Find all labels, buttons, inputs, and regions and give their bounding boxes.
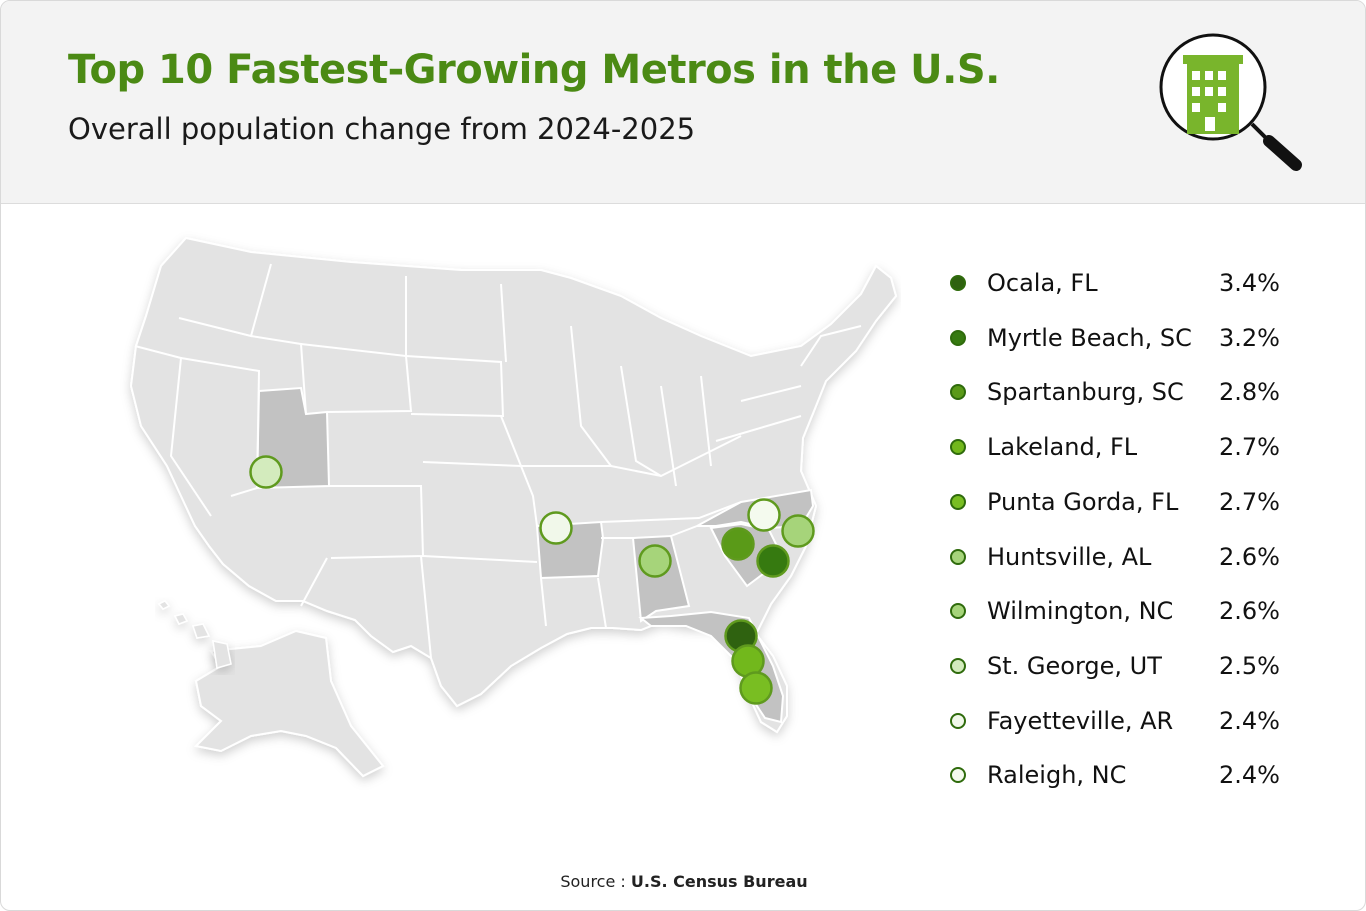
- legend-metro-name: Spartanburg, SC: [987, 378, 1184, 407]
- source-note: Source : U.S. Census Bureau: [1, 872, 1365, 891]
- legend-metro-value: 2.6%: [1219, 542, 1280, 571]
- legend-metro-value: 2.4%: [1219, 706, 1280, 735]
- source-name: U.S. Census Bureau: [630, 872, 808, 891]
- legend-swatch: [950, 275, 966, 291]
- legend-metro-value: 2.4%: [1219, 761, 1280, 790]
- state-florida: [638, 610, 785, 724]
- legend-metro-name: Myrtle Beach, SC: [987, 323, 1192, 352]
- legend-swatch: [950, 493, 966, 510]
- legend-metro-value: 2.6%: [1219, 597, 1280, 626]
- legend-metro-name: Punta Gorda, FL: [987, 487, 1179, 516]
- source-prefix: Source :: [560, 872, 631, 891]
- legend-item: Ocala, FL 3.4%: [947, 269, 1287, 309]
- legend-item: Huntsville, AL 2.6%: [947, 543, 1287, 583]
- alaska-shape: [193, 629, 385, 778]
- legend-swatch: [950, 384, 966, 401]
- page-subtitle: Overall population change from 2024-2025: [68, 112, 696, 146]
- legend-swatch: [950, 548, 966, 565]
- legend-metro-name: Fayetteville, AR: [987, 706, 1174, 735]
- legend-metro-value: 2.7%: [1219, 433, 1280, 462]
- legend-metro-value: 2.7%: [1219, 487, 1280, 516]
- hawaii-shape: [157, 600, 232, 669]
- legend-metro-value: 3.2%: [1219, 323, 1280, 352]
- legend-metro-name: Ocala, FL: [987, 269, 1098, 297]
- legend-metro-value: 2.8%: [1219, 378, 1280, 407]
- page-title: Top 10 Fastest-Growing Metros in the U.S…: [68, 47, 1000, 93]
- legend-swatch: [950, 712, 966, 729]
- legend-swatch: [950, 767, 966, 784]
- legend-metro-name: Raleigh, NC: [987, 761, 1127, 790]
- state-borders: [134, 263, 862, 659]
- header-band: Top 10 Fastest-Growing Metros in the U.S…: [1, 1, 1365, 204]
- legend-swatch: [950, 439, 966, 456]
- legend-item: Punta Gorda, FL 2.7%: [947, 488, 1287, 528]
- state-arkansas: [535, 520, 605, 580]
- legend-item: Fayetteville, AR 2.4%: [947, 707, 1287, 747]
- legend-metro-value: 2.5%: [1219, 651, 1280, 680]
- legend-metro-name: St. George, UT: [987, 651, 1162, 680]
- legend-item: Lakeland, FL 2.7%: [947, 433, 1287, 473]
- legend-metro-value: 3.4%: [1219, 269, 1280, 297]
- legend-item: Spartanburg, SC 2.8%: [947, 378, 1287, 418]
- legend-metro-name: Wilmington, NC: [987, 597, 1174, 626]
- legend-item: Wilmington, NC 2.6%: [947, 597, 1287, 637]
- legend-swatch: [950, 603, 966, 620]
- legend-swatch: [950, 329, 966, 346]
- legend-swatch: [950, 657, 966, 674]
- legend-metro-name: Huntsville, AL: [987, 542, 1152, 571]
- legend-item: Myrtle Beach, SC 3.2%: [947, 324, 1287, 364]
- legend-item: St. George, UT 2.5%: [947, 652, 1287, 692]
- legend-item: Raleigh, NC 2.4%: [947, 761, 1287, 801]
- building-magnifier-icon: [1159, 33, 1302, 171]
- us-map: [129, 236, 898, 778]
- legend-metro-name: Lakeland, FL: [987, 433, 1138, 462]
